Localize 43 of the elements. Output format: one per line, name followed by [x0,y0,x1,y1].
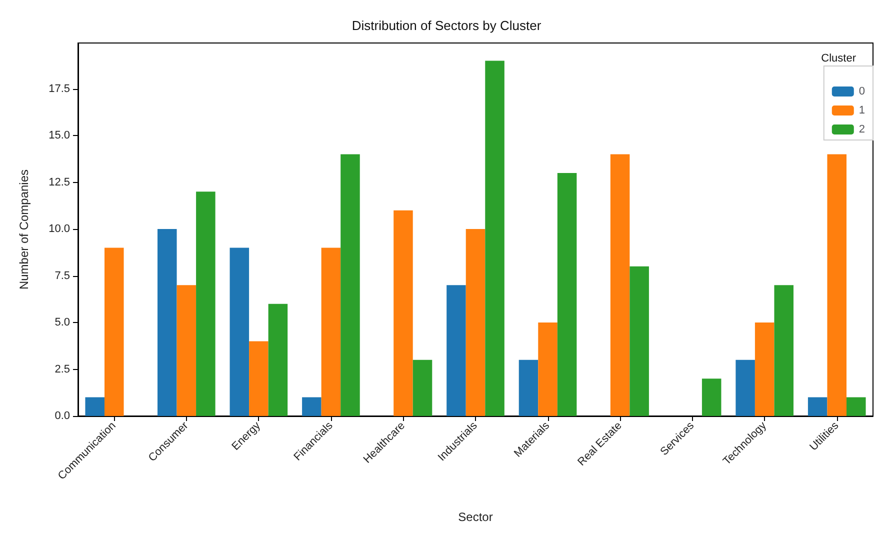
bar [104,248,124,416]
bar [754,322,774,416]
y-tick-label: 17.5 [48,82,70,95]
bar [485,60,504,416]
bar [518,360,538,416]
y-tick-label: 7.5 [54,270,70,282]
legend-title: Cluster [821,52,856,64]
x-axis-title: Sector [458,510,493,524]
bar [538,322,558,416]
y-tick-label: 0.0 [54,410,70,422]
legend-label: 0 [858,86,866,98]
bar [702,378,722,416]
bar [736,360,755,416]
chart-title: Distribution of Sectors by Cluster [352,18,542,33]
y-tick-label: 10.0 [48,223,70,236]
bar [630,266,649,416]
bar [774,285,794,416]
bar [446,285,466,416]
bar [158,229,177,416]
y-tick-label: 2.5 [54,363,70,376]
bar [230,248,250,416]
legend-label: 2 [858,124,866,136]
bar [85,397,104,416]
bar [268,304,288,416]
y-tick-label: 12.5 [48,176,70,188]
bar [827,154,846,416]
bar [466,229,486,416]
legend-label: 1 [858,104,866,116]
bar [412,360,432,416]
y-axis-title: Number of Companies [17,169,31,290]
bar [340,154,360,416]
bar [846,397,866,416]
bar [321,248,341,416]
bar [610,154,630,416]
bar [557,172,577,416]
bar [808,397,828,416]
bar [394,210,413,416]
y-tick-label: 15.0 [48,130,70,142]
bar [302,397,322,416]
bar [249,341,268,416]
y-tick-label: 5.0 [54,316,70,329]
bar [196,192,216,416]
bar [176,285,196,416]
